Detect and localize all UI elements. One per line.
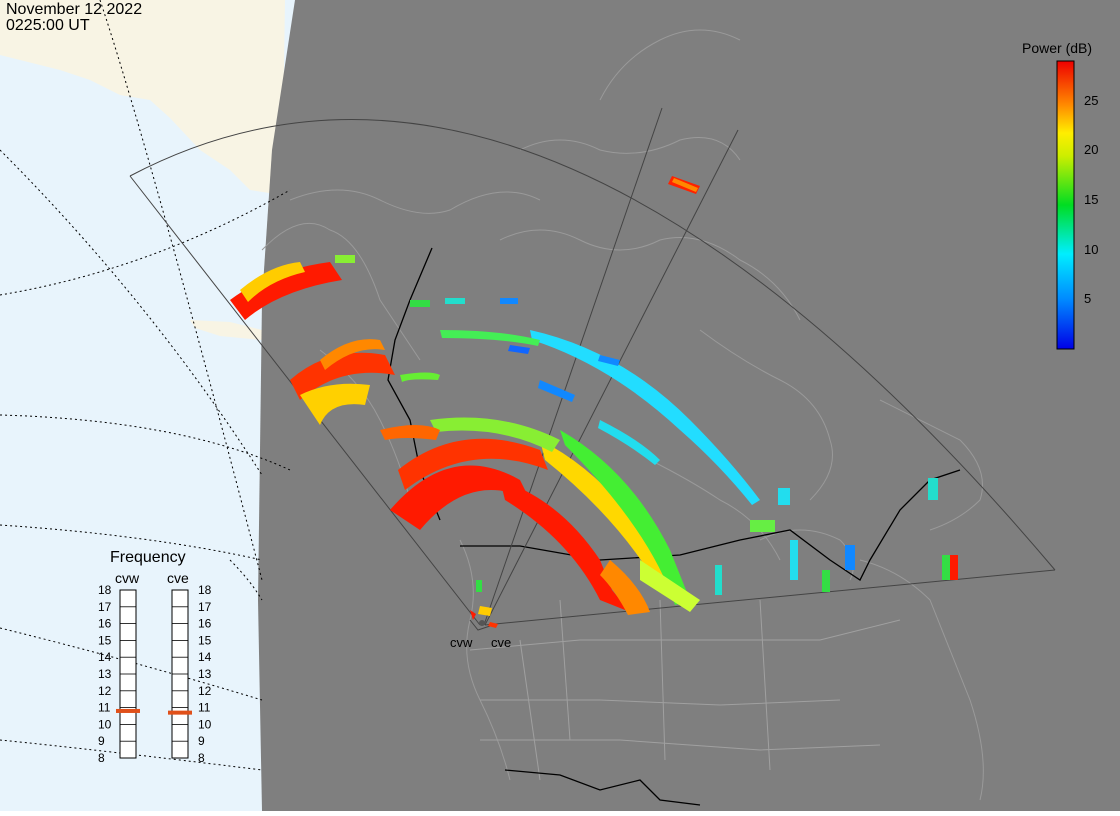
- radar-label-cve: cve: [491, 635, 512, 650]
- state-borders: [469, 599, 901, 781]
- frequency-tick-label: 8: [198, 751, 205, 765]
- frequency-column-label-cve: cve: [167, 570, 189, 586]
- frequency-tick-label: 17: [198, 600, 212, 614]
- frequency-tick-label: 16: [198, 617, 212, 631]
- frequency-tick-label: 11: [98, 701, 111, 715]
- colorbar: [1056, 60, 1075, 350]
- frequency-tick-label: 8: [98, 751, 105, 765]
- colorbar-title: Power (dB): [1022, 40, 1093, 56]
- frequency-marker-cve: [168, 710, 192, 715]
- frequency-tick-label: 11: [198, 701, 211, 715]
- frequency-column-label-cvw: cvw: [115, 570, 140, 586]
- frequency-tick-label: 15: [198, 633, 212, 647]
- night-region: [258, 0, 1120, 811]
- frequency-tick-label: 9: [198, 734, 205, 748]
- frequency-marker-cvw: [116, 708, 140, 713]
- colorbar-tick-label: 20: [1084, 142, 1099, 158]
- radar-label-cvw: cvw: [450, 635, 473, 650]
- echo-cells: [230, 176, 958, 628]
- frequency-tick-label: 14: [98, 650, 112, 664]
- frequency-tick-label: 12: [198, 684, 212, 698]
- frequency-tick-label: 15: [98, 633, 112, 647]
- frequency-tick-label: 10: [198, 717, 212, 731]
- frequency-tick-label: 14: [198, 650, 212, 664]
- colorbar-tick-label: 25: [1084, 92, 1099, 108]
- frequency-tick-label: 18: [98, 585, 112, 597]
- frequency-tick-label: 13: [98, 667, 112, 681]
- frequency-tick-label: 17: [98, 600, 112, 614]
- colorbar-tick-label: 5: [1084, 291, 1092, 307]
- day-land-peninsula: [190, 320, 262, 340]
- frequency-tick-label: 9: [98, 734, 105, 748]
- day-land-alaska: [0, 0, 285, 195]
- frequency-tick-label: 13: [198, 667, 212, 681]
- colorbar-tick-label: 15: [1084, 192, 1099, 208]
- frequency-scale: 18 18 17 17 16 16 15 15 14 14 13 13 12 12 11 11 10 10 9 9 8 8: [98, 585, 212, 765]
- frequency-tick-label: 12: [98, 684, 112, 698]
- frequency-title: Frequency: [110, 549, 186, 566]
- geographic-grid: [0, 0, 291, 771]
- frequency-tick-label: 16: [98, 617, 112, 631]
- time-label: 0225:00 UT: [6, 17, 90, 34]
- frequency-tick-label: 18: [198, 585, 212, 597]
- date-label: November 12 2022: [6, 1, 143, 18]
- colorbar-tick-label: 10: [1084, 241, 1099, 257]
- frequency-tick-label: 10: [98, 717, 112, 731]
